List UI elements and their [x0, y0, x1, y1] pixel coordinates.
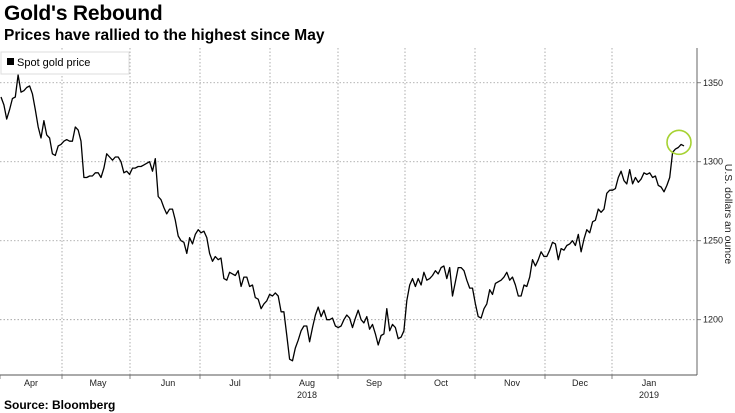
x-axis-labels: Apr May Jun Jul Aug Sep Oct Nov Dec Jan 2018 2019: [0, 375, 659, 400]
legend: Spot gold price: [0, 51, 130, 75]
highlight-circle: [666, 129, 692, 156]
year-label-2019: 2019: [639, 390, 659, 400]
legend-box: [0, 51, 130, 75]
month-label-8: Dec: [572, 378, 589, 388]
month-label-9: Jan: [642, 378, 657, 388]
y-axis-label: U.S. dollars an ounce: [722, 164, 734, 265]
y-tick-label-1200: 1200: [703, 315, 723, 325]
plot-area: [0, 74, 692, 362]
y-tick-label-1250: 1250: [703, 236, 723, 246]
chart-subtitle: Prices have rallied to the highest since…: [4, 27, 325, 44]
chart-title: Gold's Rebound: [4, 2, 163, 25]
y-ticks: 1200 1250 1300 1350: [697, 78, 723, 325]
legend-swatch: [7, 58, 14, 65]
year-label-2018: 2018: [297, 390, 317, 400]
series-line-spot-gold: [0, 74, 685, 362]
source-note: Source: Bloomberg: [4, 398, 116, 412]
month-label-2: Jun: [161, 378, 176, 388]
y-tick-label-1300: 1300: [703, 157, 723, 167]
month-label-3: Jul: [229, 378, 241, 388]
month-label-4: Aug: [299, 378, 315, 388]
month-label-0: Apr: [24, 378, 38, 388]
y-tick-label-1350: 1350: [703, 78, 723, 88]
month-label-6: Oct: [434, 378, 449, 388]
month-label-1: May: [89, 378, 107, 388]
month-label-7: Nov: [504, 378, 521, 388]
month-label-5: Sep: [366, 378, 382, 388]
legend-label: Spot gold price: [17, 57, 90, 69]
grid-lines: [0, 48, 698, 376]
